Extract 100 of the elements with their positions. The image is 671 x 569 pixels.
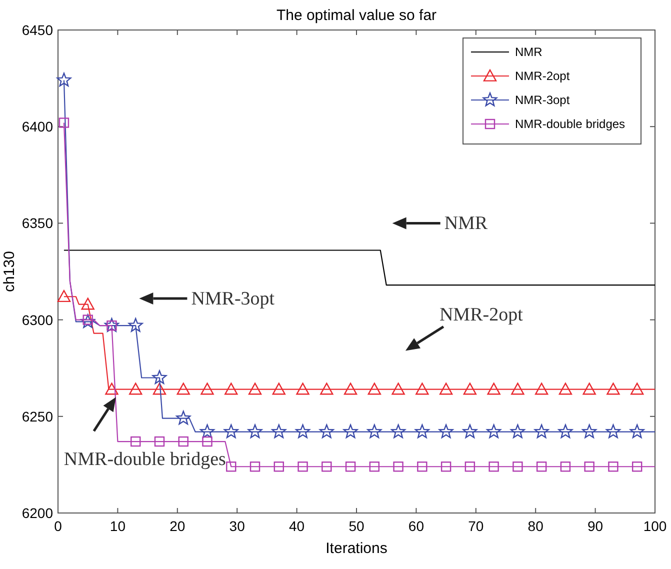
point — [344, 382, 358, 395]
y-tick-label: 6450 — [22, 22, 54, 38]
point — [320, 382, 334, 395]
point — [414, 424, 430, 438]
point — [536, 462, 547, 472]
point — [81, 298, 94, 310]
point — [224, 382, 238, 395]
point — [486, 424, 502, 438]
point — [296, 424, 310, 438]
point — [367, 424, 382, 438]
point — [534, 424, 549, 438]
x-tick-label: 10 — [110, 518, 126, 534]
point — [584, 462, 594, 472]
point — [534, 382, 548, 395]
point — [560, 462, 571, 472]
point — [56, 72, 72, 86]
point — [463, 382, 477, 395]
point — [417, 462, 428, 472]
point — [226, 462, 236, 472]
point — [440, 462, 452, 472]
y-tick-label: 6350 — [22, 215, 54, 232]
point — [322, 462, 332, 472]
point — [464, 462, 476, 472]
point — [510, 424, 525, 438]
x-tick-label: 100 — [643, 518, 667, 534]
point — [298, 462, 308, 472]
point — [248, 382, 262, 395]
x-tick-label: 50 — [348, 518, 364, 534]
point — [296, 382, 310, 395]
point — [416, 382, 429, 395]
point — [200, 382, 214, 395]
point — [345, 462, 356, 472]
point — [104, 318, 119, 332]
chart-title: The optimal value so far — [276, 7, 437, 24]
point — [487, 382, 500, 395]
point — [582, 382, 596, 395]
annotation: NMR — [444, 213, 488, 234]
point — [200, 424, 215, 438]
point — [393, 462, 404, 472]
x-tick-label: 70 — [468, 518, 484, 534]
point — [438, 424, 454, 438]
y-tick-label: 6400 — [22, 118, 54, 135]
point — [272, 424, 286, 438]
point — [57, 290, 71, 302]
point — [606, 424, 620, 438]
point — [152, 370, 167, 384]
point — [250, 462, 260, 472]
point — [248, 424, 262, 438]
y-tick-label: 6250 — [22, 408, 54, 424]
x-tick-label: 30 — [229, 518, 246, 534]
x-axis-title: Iterations — [326, 540, 388, 557]
point — [224, 424, 238, 438]
annotation: NMR-3opt — [191, 288, 276, 310]
legend-label: NMR-3opt — [515, 93, 570, 107]
point — [488, 462, 499, 472]
point — [606, 382, 620, 395]
annotation: NMR-double bridges — [64, 449, 226, 470]
point — [202, 436, 212, 447]
point — [392, 382, 405, 395]
point — [512, 462, 523, 472]
point — [632, 462, 642, 472]
legend-label: NMR-double bridges — [515, 117, 626, 131]
x-tick-label: 40 — [289, 518, 305, 534]
point — [462, 424, 478, 438]
point — [511, 382, 524, 395]
x-tick-label: 60 — [408, 518, 424, 534]
point — [630, 382, 644, 395]
y-tick-label: 6300 — [22, 312, 54, 328]
point — [154, 436, 165, 447]
x-tick-label: 90 — [588, 518, 604, 534]
point — [274, 462, 284, 472]
x-tick-label: 0 — [54, 518, 62, 534]
point — [130, 436, 141, 447]
point — [178, 436, 188, 447]
legend-label: NMR-2opt — [515, 69, 570, 83]
point — [582, 424, 597, 438]
point — [272, 382, 286, 395]
annotation: NMR-2opt — [439, 304, 524, 326]
point — [391, 424, 406, 438]
legend-label: NMR — [515, 45, 543, 59]
point — [128, 318, 143, 332]
point — [369, 462, 380, 472]
point — [176, 410, 191, 425]
point — [630, 424, 644, 438]
y-axis-title: ch130 — [1, 251, 18, 292]
point — [80, 314, 96, 328]
point — [129, 382, 142, 395]
point — [152, 382, 166, 395]
y-tick-label: 6200 — [22, 505, 54, 521]
point — [439, 382, 453, 395]
x-tick-label: 80 — [528, 518, 544, 534]
point — [105, 382, 118, 395]
point — [176, 382, 190, 395]
point — [558, 424, 573, 438]
point — [319, 424, 334, 438]
point — [558, 382, 572, 395]
x-tick-label: 20 — [170, 518, 186, 534]
point — [368, 382, 382, 395]
point — [608, 462, 618, 472]
point — [58, 118, 70, 128]
